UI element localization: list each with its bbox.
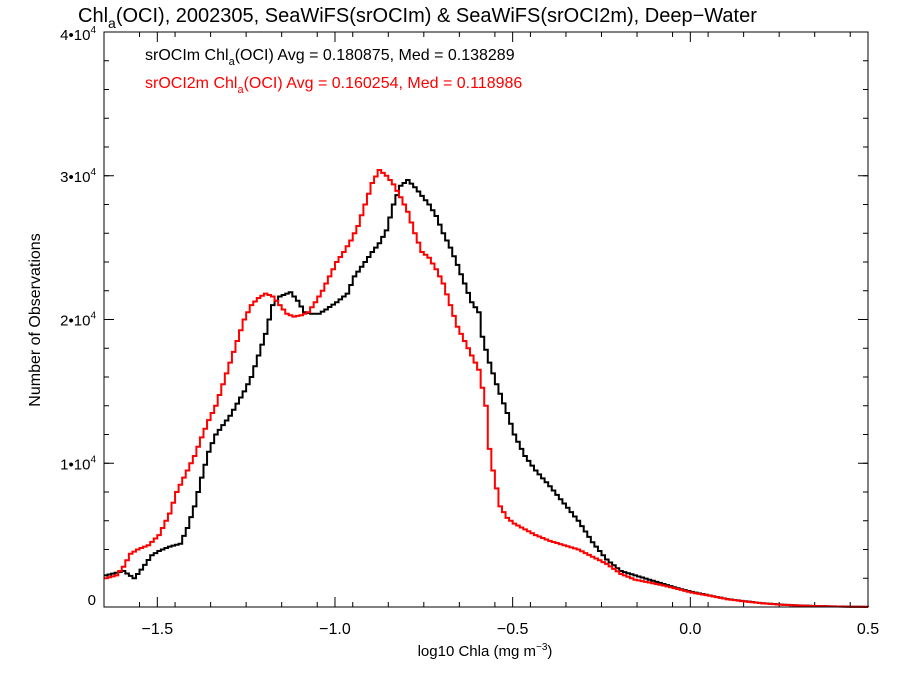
x-axis-title-main: log10 Chla (mg m	[418, 643, 536, 660]
plot-frame	[103, 31, 869, 608]
title-prefix: Chl	[78, 5, 108, 27]
x-axis-title-exponent: −3	[536, 642, 548, 653]
legend-entry-prefix: srOCI2m Chl	[145, 75, 237, 92]
legend-entry-subscript: a	[237, 84, 244, 96]
series-line-srOCIm	[104, 179, 869, 608]
y-tick-exponent: 4	[90, 311, 96, 322]
y-tick-base: 1•10	[60, 456, 90, 473]
legend-entry-subscript: a	[229, 56, 236, 68]
y-tick-label: 3•104	[60, 167, 96, 186]
legend-entry: srOCIm Chla(OCI) Avg = 0.180875, Med = 0…	[145, 47, 515, 68]
y-tick-label: 4•104	[60, 25, 96, 44]
x-tick-label: −0.5	[497, 621, 529, 638]
y-axis-title: Number of Observations	[27, 233, 44, 406]
y-tick-label: 2•104	[60, 311, 96, 330]
legend: srOCIm Chla(OCI) Avg = 0.180875, Med = 0…	[145, 47, 522, 96]
x-tick-label: 0.5	[857, 621, 879, 638]
legend-entry-stats: (OCI) Avg = 0.180875, Med = 0.138289	[235, 47, 515, 64]
y-tick-base: 3•10	[60, 169, 90, 186]
x-tick-label: −1.5	[142, 621, 174, 638]
svg-text:log10 Chla (mg m−3): log10 Chla (mg m−3)	[418, 642, 553, 660]
y-tick-base: 2•10	[60, 313, 90, 330]
x-tick-label: −1.0	[319, 621, 351, 638]
legend-entry-stats: (OCI) Avg = 0.160254, Med = 0.118986	[244, 75, 523, 92]
data-series	[104, 169, 869, 608]
svg-text:Chla(OCI), 2002305, SeaWiFS(sr: Chla(OCI), 2002305, SeaWiFS(srOCIm) & Se…	[78, 5, 757, 31]
x-axis-label: log10 Chla (mg m−3)	[418, 642, 553, 660]
title-subscript: a	[108, 15, 116, 31]
y-tick-base: 4•10	[60, 27, 90, 44]
y-tick-label: 1•104	[60, 454, 96, 473]
series-line-srOCI2m	[104, 169, 869, 608]
title-suffix: (OCI), 2002305, SeaWiFS(srOCIm) & SeaWiF…	[116, 5, 757, 27]
chart-title: Chla(OCI), 2002305, SeaWiFS(srOCIm) & Se…	[78, 5, 757, 31]
y-tick-exponent: 4	[90, 25, 96, 36]
y-tick-exponent: 4	[90, 454, 96, 465]
y-tick-label: 0	[88, 592, 96, 609]
x-tick-label: 0.0	[679, 621, 701, 638]
legend-entry-prefix: srOCIm Chl	[145, 47, 229, 64]
legend-entry: srOCI2m Chla(OCI) Avg = 0.160254, Med = …	[145, 75, 522, 96]
y-tick-base: 0	[88, 592, 96, 609]
y-axis-label: Number of Observations	[27, 233, 44, 406]
x-axis-title-close: )	[547, 643, 552, 660]
y-tick-exponent: 4	[90, 167, 96, 178]
